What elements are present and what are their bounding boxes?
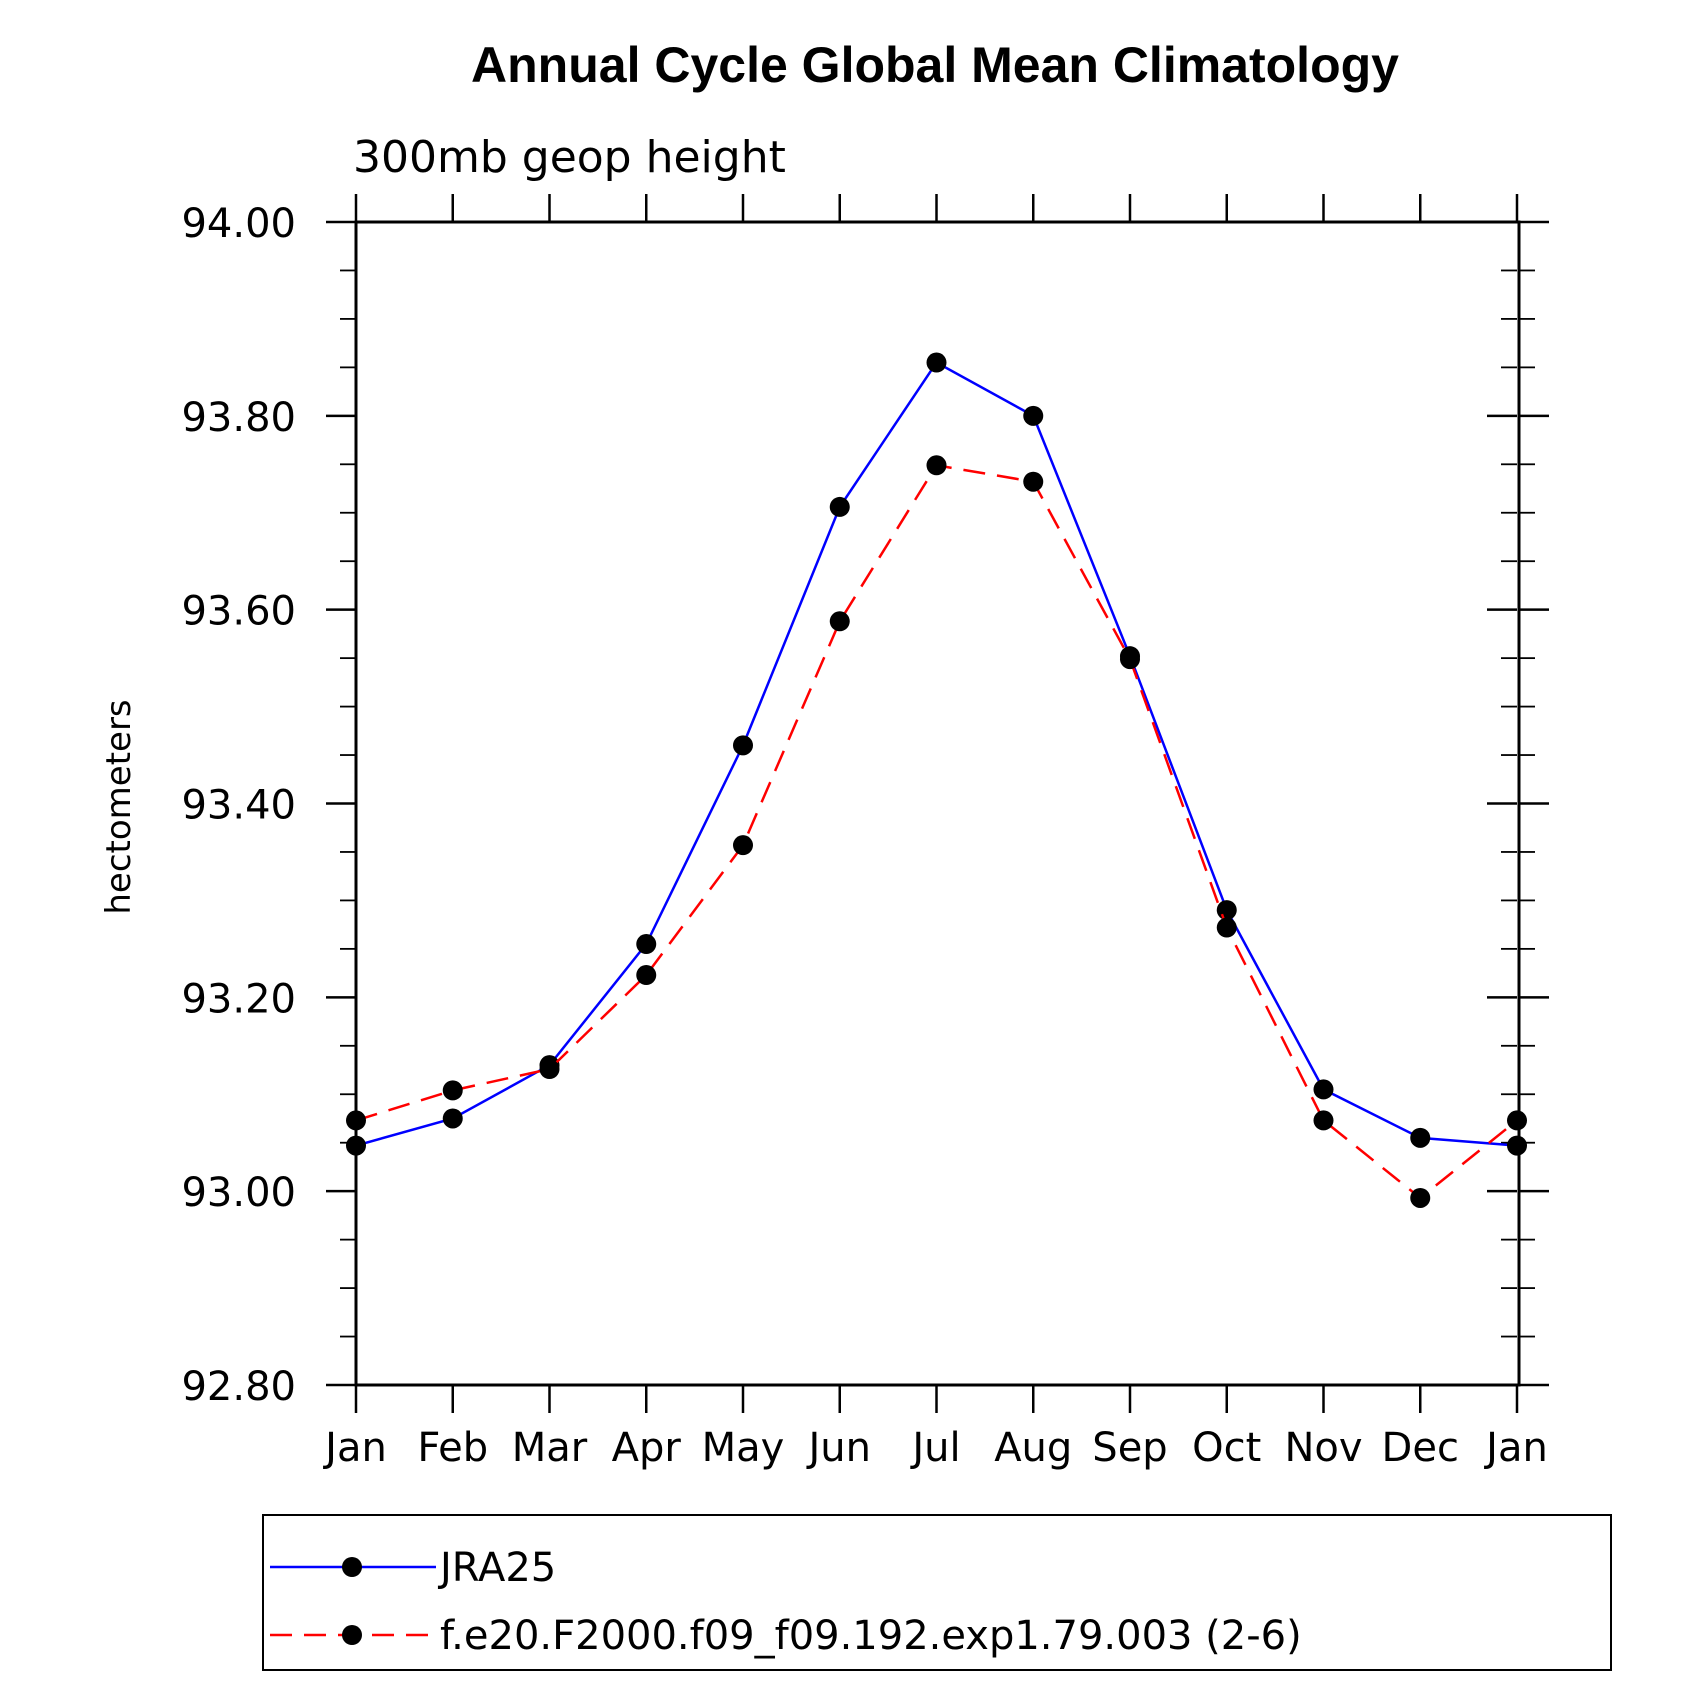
x-tick-label: Oct (1192, 1425, 1261, 1471)
series-2 (346, 455, 1527, 1208)
data-point (1216, 917, 1237, 938)
data-point (1507, 1135, 1527, 1156)
y-tick-label: 93.60 (181, 589, 296, 635)
data-point (829, 496, 850, 517)
data-point (1410, 1187, 1431, 1208)
y-tick-label: 94.00 (181, 201, 296, 247)
y-tick-label: 93.40 (181, 783, 296, 829)
data-point (926, 352, 947, 373)
x-tick-labels: Jan Feb Mar Apr May Jun Jul Aug Sep Oct Nov Dec Jan (322, 1425, 1548, 1471)
x-tick-label: May (702, 1425, 785, 1471)
x-tick-label: Jan (1483, 1425, 1548, 1471)
x-tick-label: Mar (512, 1425, 588, 1471)
legend-box (262, 1514, 1612, 1671)
legend-label: JRA25 (437, 1545, 556, 1591)
x-tick-label: Sep (1092, 1425, 1167, 1471)
data-point (1120, 649, 1140, 670)
x-tick-label: Aug (994, 1425, 1072, 1471)
data-point (733, 835, 753, 856)
data-point (346, 1135, 366, 1156)
x-tick-label: Dec (1382, 1425, 1459, 1471)
data-point (636, 934, 657, 955)
data-point (1410, 1127, 1431, 1148)
y-tick-label: 92.80 (181, 1364, 296, 1410)
data-point (829, 611, 850, 632)
axis-ticks (326, 194, 1549, 1413)
legend-marker (342, 1625, 362, 1645)
y-tick-label: 93.80 (181, 395, 296, 441)
x-tick-label: Jun (806, 1425, 872, 1471)
y-tick-label: 93.00 (181, 1170, 296, 1216)
data-point (442, 1108, 463, 1129)
data-point (1023, 405, 1044, 426)
data-point (733, 735, 753, 756)
chart-subtitle: 300mb geop height (353, 132, 786, 183)
y-tick-label: 93.20 (181, 976, 296, 1022)
data-point (1507, 1110, 1527, 1131)
chart-title: Annual Cycle Global Mean Climatology (471, 37, 1399, 93)
data-point (1216, 900, 1237, 921)
data-point (539, 1059, 560, 1080)
legend-label: f.e20.F2000.f09_f09.192.exp1.79.003 (2-6… (440, 1613, 1302, 1659)
series-layer (346, 352, 1527, 1208)
x-tick-label: Jul (909, 1425, 960, 1471)
y-axis-label: hectometers (99, 699, 139, 914)
legend: JRA25 f.e20.F2000.f09_f09.192.exp1.79.003… (262, 1514, 1612, 1671)
data-point (1313, 1110, 1334, 1131)
data-point (636, 965, 657, 986)
data-point (1313, 1079, 1334, 1100)
series-line (355, 463, 1518, 1200)
series-line (355, 360, 1518, 1147)
data-point (346, 1110, 366, 1131)
data-point (1023, 471, 1044, 492)
x-tick-label: Feb (417, 1425, 488, 1471)
data-point (926, 455, 947, 476)
x-tick-label: Apr (612, 1425, 682, 1471)
x-tick-label: Nov (1284, 1425, 1362, 1471)
x-tick-label: Jan (322, 1425, 387, 1471)
data-point (442, 1080, 463, 1101)
y-tick-labels: 92.80 93.00 93.20 93.40 93.60 93.80 94.00 (181, 201, 296, 1410)
plot-frame (354, 220, 1521, 1387)
legend-marker (342, 1557, 362, 1577)
